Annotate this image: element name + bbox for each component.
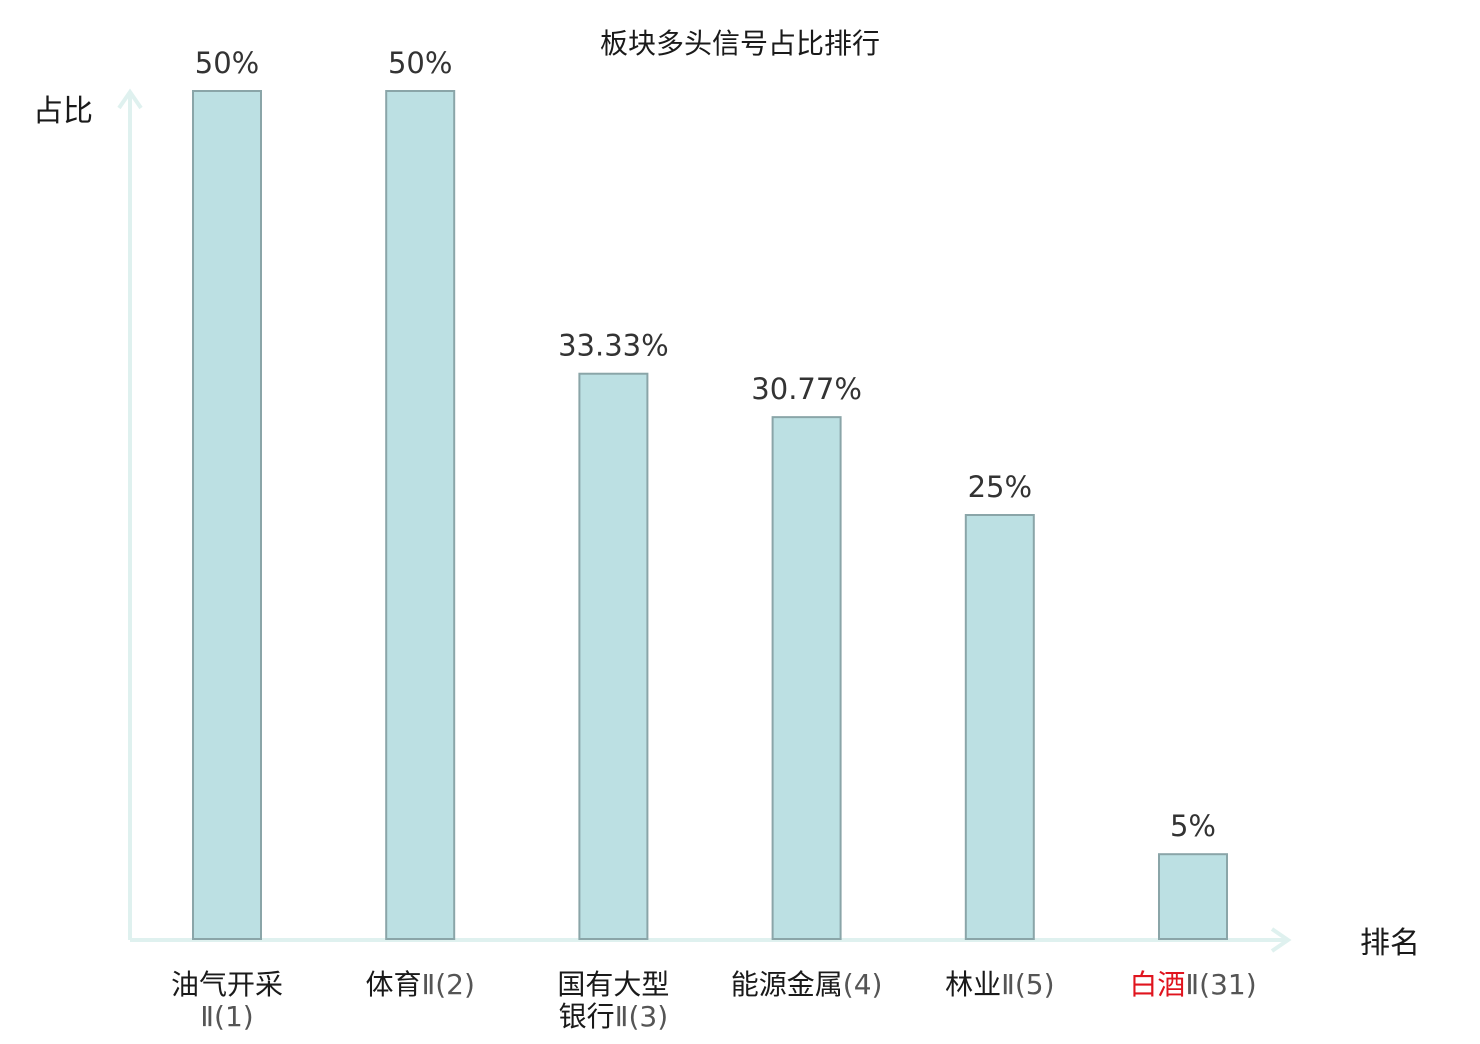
bar-value-label: 5%	[1170, 809, 1216, 843]
bar[interactable]	[385, 90, 456, 940]
bar-value-label: 33.33%	[558, 329, 669, 363]
category-label: 白酒Ⅱ(31)	[1129, 968, 1256, 1001]
x-axis-label: 排名	[1360, 926, 1420, 961]
bar[interactable]	[578, 372, 649, 940]
category-label: Ⅱ(1)	[200, 1000, 253, 1033]
bars-group	[192, 90, 1228, 941]
bar-value-label: 30.77%	[751, 372, 862, 406]
category-label: 体育Ⅱ(2)	[365, 968, 474, 1001]
value-labels-group: 50% 50% 33.33% 30.77% 25% 5%	[195, 46, 1216, 843]
bar-value-label: 50%	[388, 46, 452, 80]
bar[interactable]	[192, 90, 262, 940]
bar[interactable]	[771, 416, 842, 940]
bar-value-label: 25%	[968, 470, 1032, 504]
category-label: 银行Ⅱ(3)	[559, 1000, 668, 1033]
chart-title: 板块多头信号占比排行	[600, 27, 880, 60]
bar[interactable]	[964, 514, 1035, 940]
y-axis-arrow	[117, 88, 143, 110]
category-label: 国有大型	[557, 968, 669, 1001]
category-label: 林业Ⅱ(5)	[945, 968, 1054, 1001]
x-axis-arrow	[1270, 927, 1292, 953]
category-label: 能源金属(4)	[731, 968, 883, 1001]
category-label: 油气开采	[171, 968, 283, 1001]
axes: 占比 排名	[33, 88, 1420, 961]
bar-value-label: 50%	[195, 46, 259, 80]
bar[interactable]	[1158, 853, 1228, 941]
y-axis-label: 占比	[33, 94, 93, 129]
